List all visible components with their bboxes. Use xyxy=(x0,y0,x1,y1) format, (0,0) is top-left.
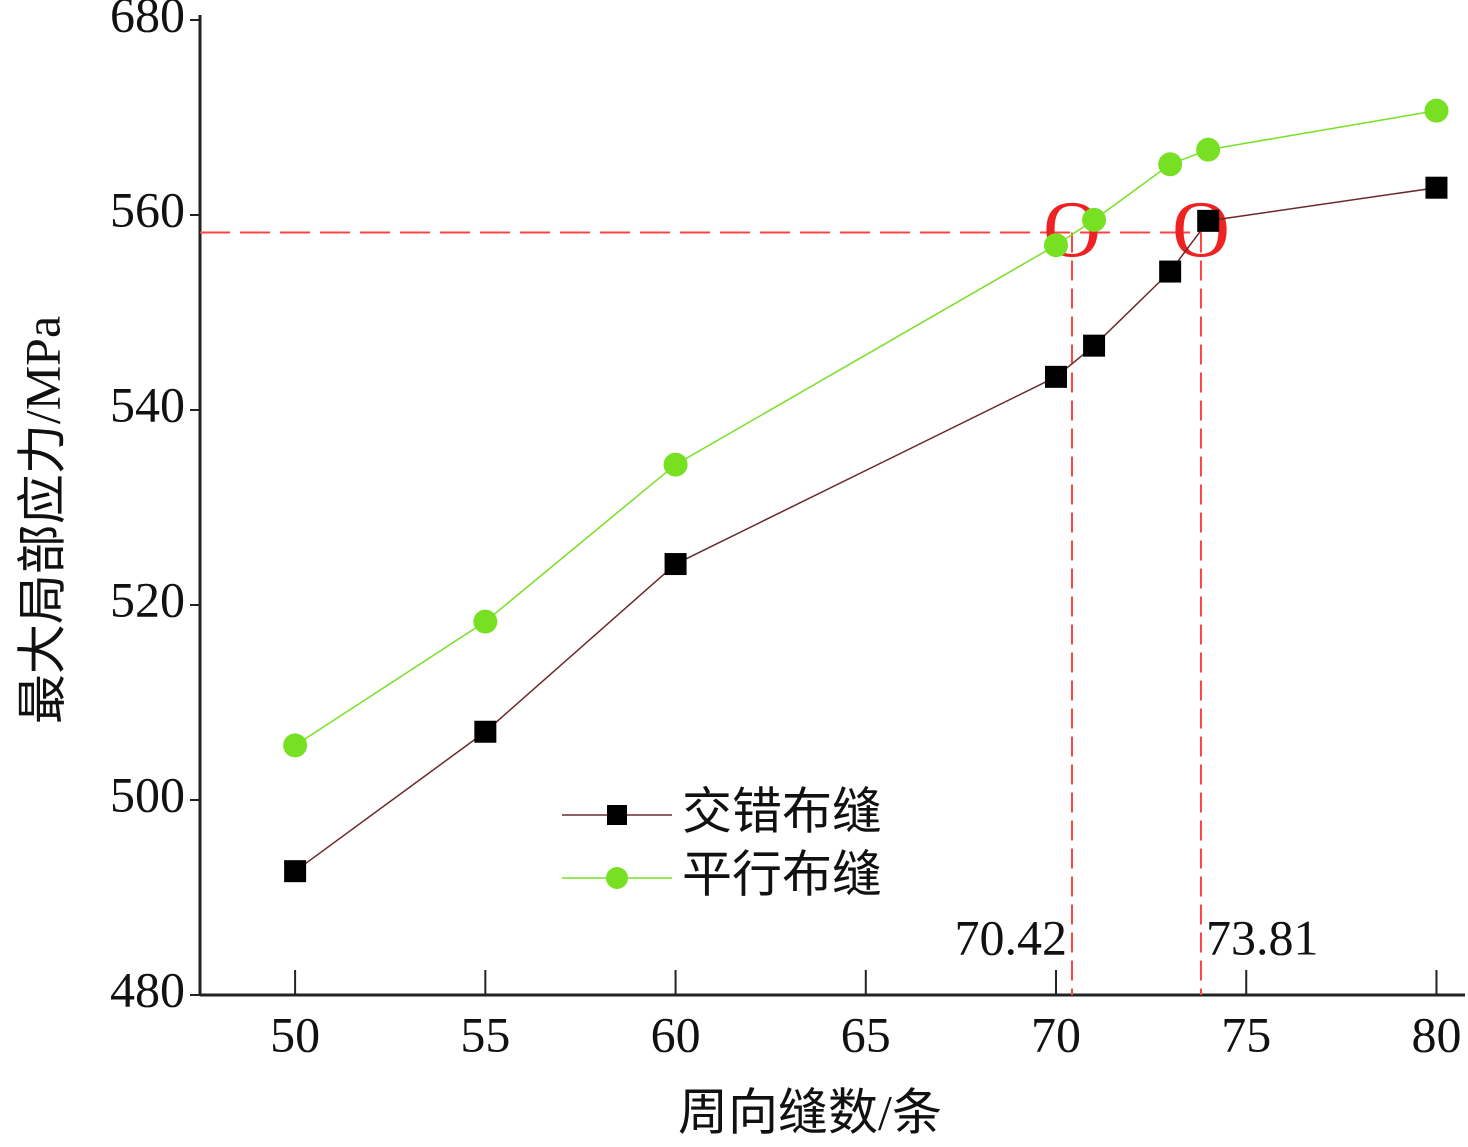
marker xyxy=(1045,365,1068,388)
series-line xyxy=(294,109,1437,747)
x-tick-label: 70 xyxy=(1031,1006,1081,1062)
y-tick-label: 560 xyxy=(110,181,185,237)
marker xyxy=(1044,233,1069,258)
y-tick-label: 500 xyxy=(110,766,185,822)
legend-label: 平行布缝 xyxy=(682,846,882,902)
marker xyxy=(284,860,307,883)
x-tick-label: 55 xyxy=(460,1006,510,1062)
marker xyxy=(663,452,688,477)
marker xyxy=(283,733,308,758)
y-tick-label: 480 xyxy=(110,961,185,1017)
marker xyxy=(664,553,687,576)
y-tick-label: 680 xyxy=(110,0,185,42)
series-line xyxy=(294,186,1437,872)
x-tick-label: 50 xyxy=(270,1006,320,1062)
marker xyxy=(1196,137,1221,162)
x-tick-label: 75 xyxy=(1221,1006,1271,1062)
legend-marker xyxy=(606,867,628,889)
y-tick-label: 520 xyxy=(110,571,185,627)
x-tick-label: 80 xyxy=(1411,1006,1461,1062)
y-axis-label: 最大局部应力/MPa xyxy=(14,316,70,724)
marker xyxy=(1082,207,1107,232)
marker xyxy=(473,609,498,634)
y-tick-label: 540 xyxy=(110,376,185,432)
x-tick-label: 65 xyxy=(841,1006,891,1062)
marker xyxy=(1159,260,1182,283)
legend-marker xyxy=(607,805,627,825)
marker xyxy=(1083,334,1106,357)
marker xyxy=(1425,176,1448,199)
marker xyxy=(1424,98,1449,123)
marker xyxy=(1197,209,1220,232)
marker xyxy=(474,720,497,743)
marker xyxy=(1158,152,1183,177)
reference-label: 73.81 xyxy=(1206,909,1319,965)
reference-label: 70.42 xyxy=(954,909,1067,965)
x-axis-label: 周向缝数/条 xyxy=(678,1084,942,1140)
x-tick-label: 60 xyxy=(651,1006,701,1062)
legend-label: 交错布缝 xyxy=(682,783,882,839)
